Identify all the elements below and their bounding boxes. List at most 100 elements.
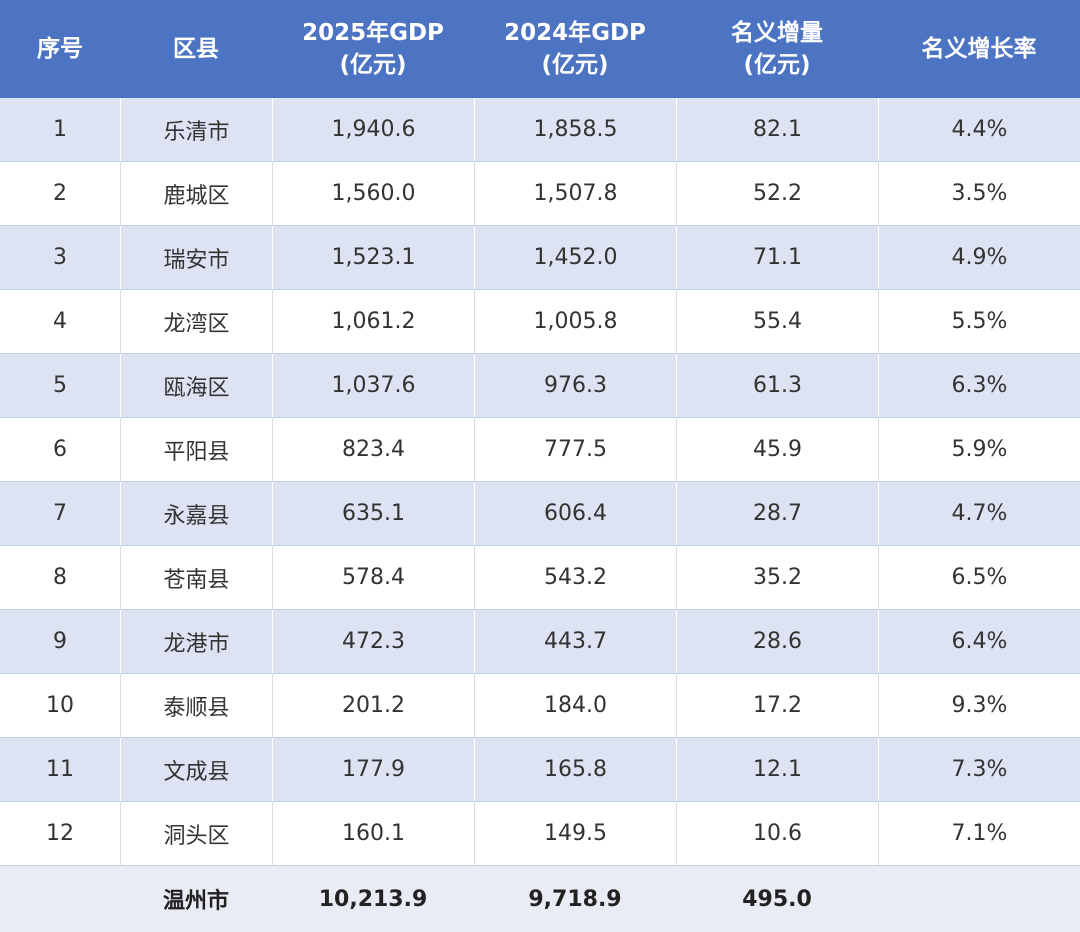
cell-text: 4 (53, 309, 67, 334)
cell-text: 洞头区 (163, 823, 230, 849)
table-cell: 823.4 (272, 418, 474, 481)
cell-text: (亿元) (339, 52, 407, 78)
table-cell: 11 (0, 738, 120, 801)
table-cell: 55.4 (676, 290, 878, 353)
table-cell: 12 (0, 802, 120, 865)
cell-text: 177.9 (342, 757, 405, 782)
cell-text: 976.3 (544, 373, 607, 398)
cell-text: (亿元) (541, 52, 609, 78)
table-cell: 177.9 (272, 738, 474, 801)
table-cell: 17.2 (676, 674, 878, 737)
table-cell: 3 (0, 226, 120, 289)
cell-text: 443.7 (544, 629, 607, 654)
table-cell: 1,452.0 (474, 226, 676, 289)
table-cell: 永嘉县 (120, 482, 272, 545)
table-cell: 160.1 (272, 802, 474, 865)
total-row: 温州市 10,213.9 9,718.9 495.0 (0, 866, 1080, 932)
cell-text: 201.2 (342, 693, 405, 718)
table-cell: 6 (0, 418, 120, 481)
header-cell: 名义增量 (亿元) (676, 0, 878, 98)
table-cell: 9,718.9 (474, 866, 676, 932)
table-row: 6 平阳县 823.4 777.5 45.9 5.9% (0, 418, 1080, 482)
table-cell: 976.3 (474, 354, 676, 417)
table-cell: 1,940.6 (272, 98, 474, 161)
cell-text: 9,718.9 (528, 886, 622, 912)
table-cell: 443.7 (474, 610, 676, 673)
cell-text: 9 (53, 629, 67, 654)
cell-text: 瑞安市 (163, 247, 230, 273)
table-cell: 201.2 (272, 674, 474, 737)
table-cell: 温州市 (120, 866, 272, 932)
table-row: 2 鹿城区 1,560.0 1,507.8 52.2 3.5% (0, 162, 1080, 226)
cell-text: 4.9% (951, 245, 1008, 270)
cell-text: 1,523.1 (331, 245, 416, 270)
cell-text: 184.0 (544, 693, 607, 718)
table-row: 11 文成县 177.9 165.8 12.1 7.3% (0, 738, 1080, 802)
cell-text: 泰顺县 (163, 695, 230, 721)
cell-text: 温州市 (162, 889, 229, 914)
table-row: 12 洞头区 160.1 149.5 10.6 7.1% (0, 802, 1080, 866)
cell-text: 5 (53, 373, 67, 398)
table-cell: 5.9% (878, 418, 1080, 481)
table-cell: 5 (0, 354, 120, 417)
cell-text: 1,858.5 (533, 117, 618, 142)
table-cell: 635.1 (272, 482, 474, 545)
table-cell: 8 (0, 546, 120, 609)
table-cell: 184.0 (474, 674, 676, 737)
table-cell: 4.7% (878, 482, 1080, 545)
table-cell: 7.1% (878, 802, 1080, 865)
table-cell: 1,507.8 (474, 162, 676, 225)
table-cell: 28.7 (676, 482, 878, 545)
table-cell: 6.4% (878, 610, 1080, 673)
header-cell: 名义增长率 (878, 0, 1080, 98)
cell-text: 10 (46, 693, 74, 718)
cell-text: 10,213.9 (318, 886, 428, 912)
cell-text: 28.7 (753, 501, 802, 526)
table-row: 8 苍南县 578.4 543.2 35.2 6.5% (0, 546, 1080, 610)
table-cell: 35.2 (676, 546, 878, 609)
table-cell: 71.1 (676, 226, 878, 289)
cell-text: 3 (53, 245, 67, 270)
cell-text: 平阳县 (163, 439, 230, 465)
cell-text: 52.2 (753, 181, 802, 206)
table-cell: 苍南县 (120, 546, 272, 609)
table-cell: 149.5 (474, 802, 676, 865)
cell-text: 10.6 (753, 821, 802, 846)
cell-text: 495.0 (742, 886, 812, 912)
cell-text: 名义增量 (731, 20, 823, 46)
cell-text: 6.3% (951, 373, 1008, 398)
table-cell: 龙湾区 (120, 290, 272, 353)
table-cell: 文成县 (120, 738, 272, 801)
cell-text: 61.3 (753, 373, 802, 398)
cell-text: 序号 (37, 36, 83, 62)
header-cell: 序号 (0, 0, 120, 98)
cell-text: 165.8 (544, 757, 607, 782)
cell-text: 1 (53, 117, 67, 142)
cell-text: 5.9% (951, 437, 1008, 462)
table-cell: 1,523.1 (272, 226, 474, 289)
table-cell: 9.3% (878, 674, 1080, 737)
cell-text: 4.7% (951, 501, 1008, 526)
table-cell: 瑞安市 (120, 226, 272, 289)
cell-text: 12 (46, 821, 74, 846)
table-row: 3 瑞安市 1,523.1 1,452.0 71.1 4.9% (0, 226, 1080, 290)
table-row: 4 龙湾区 1,061.2 1,005.8 55.4 5.5% (0, 290, 1080, 354)
cell-text: 鹿城区 (163, 183, 230, 209)
cell-text: 1,037.6 (331, 373, 416, 398)
table-cell: 4.4% (878, 98, 1080, 161)
cell-text: 55.4 (753, 309, 802, 334)
header-row: 序号 区县 2025年GDP (亿元) 2024年GDP (亿元) 名义增量 (亿元) 名义增长… (0, 0, 1080, 98)
cell-text: 2 (53, 181, 67, 206)
cell-text: 6.5% (951, 565, 1008, 590)
cell-text: 6.4% (951, 629, 1008, 654)
cell-text: 龙港市 (163, 631, 230, 657)
cell-text: 149.5 (544, 821, 607, 846)
cell-text: 3.5% (951, 181, 1008, 206)
table-cell: 52.2 (676, 162, 878, 225)
table-row: 1 乐清市 1,940.6 1,858.5 82.1 4.4% (0, 98, 1080, 162)
cell-text: 7.1% (951, 821, 1008, 846)
cell-text: 5.5% (951, 309, 1008, 334)
table-cell: 7.3% (878, 738, 1080, 801)
cell-text: 1,061.2 (331, 309, 416, 334)
